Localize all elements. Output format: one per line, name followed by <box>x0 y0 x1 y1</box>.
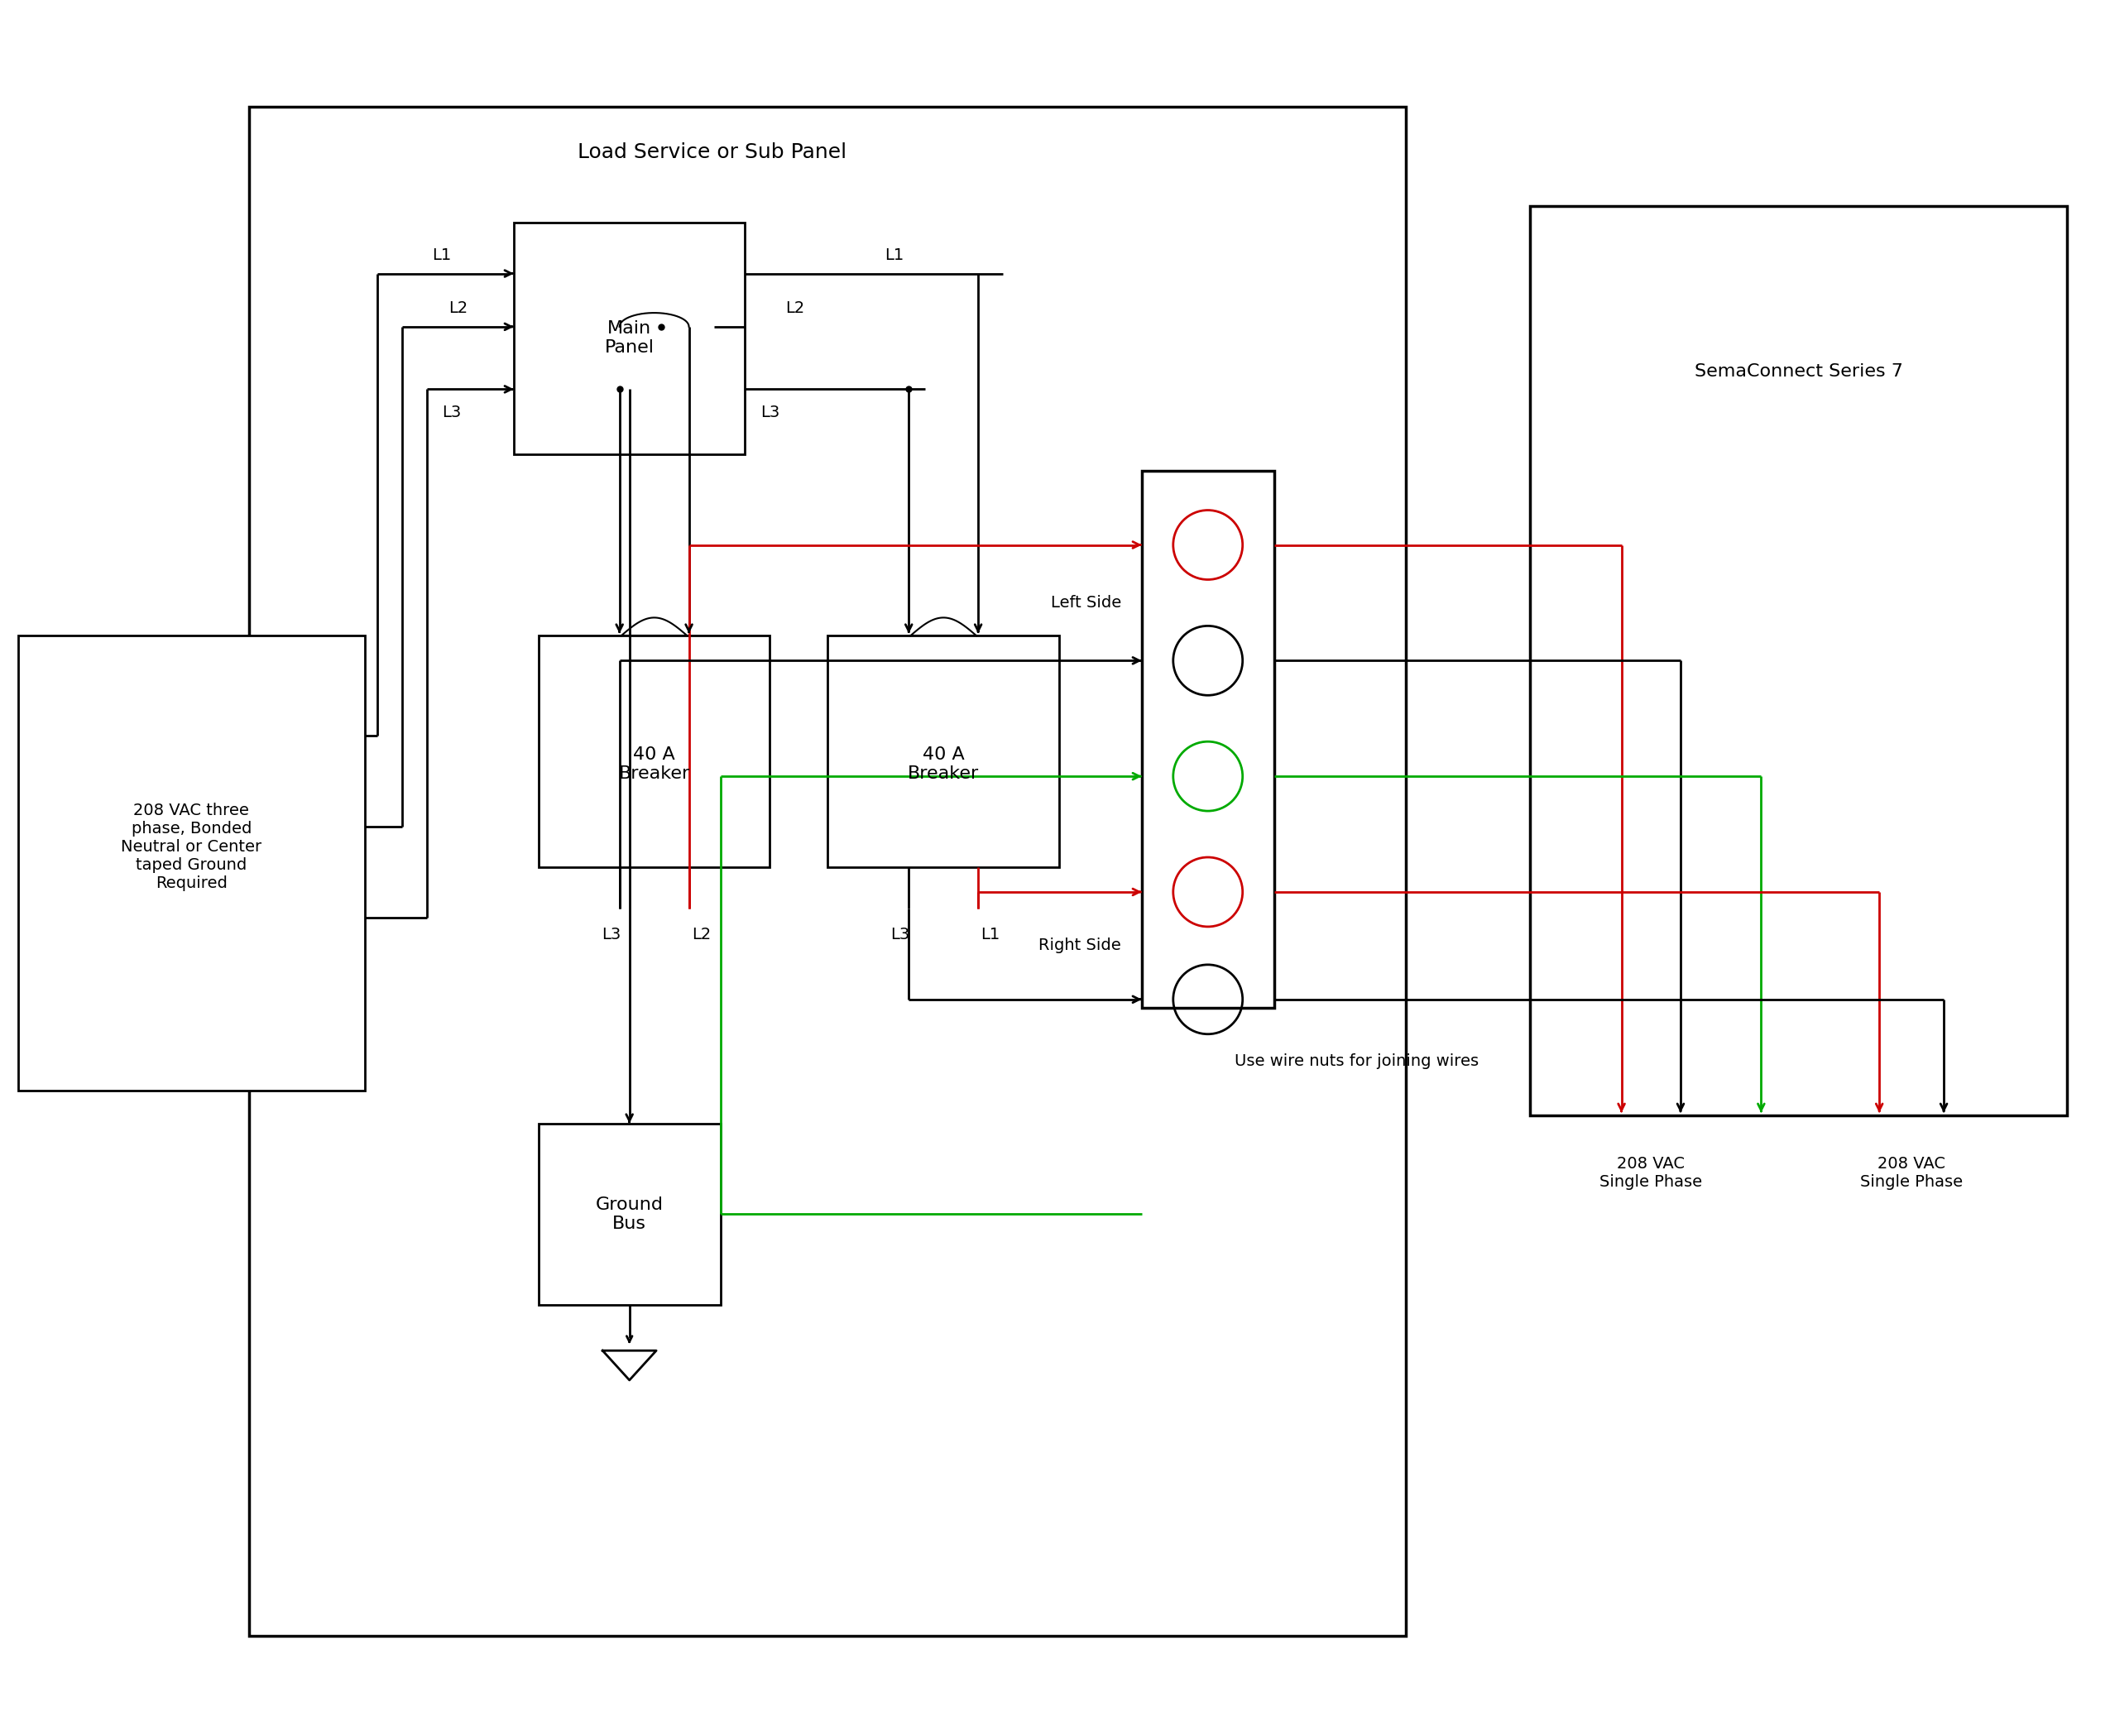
Bar <box>249 108 1405 1635</box>
Text: SemaConnect Series 7: SemaConnect Series 7 <box>1694 363 1903 380</box>
Text: L3: L3 <box>443 404 462 420</box>
Text: Use wire nuts for joining wires: Use wire nuts for joining wires <box>1234 1054 1479 1069</box>
Text: L2: L2 <box>785 300 804 316</box>
Text: L2: L2 <box>692 927 711 943</box>
Bar <box>538 1123 720 1305</box>
Text: Right Side: Right Side <box>1038 937 1120 953</box>
Text: Ground
Bus: Ground Bus <box>595 1196 663 1233</box>
Text: L2: L2 <box>447 300 468 316</box>
Text: 208 VAC
Single Phase: 208 VAC Single Phase <box>1861 1156 1962 1189</box>
Text: 208 VAC
Single Phase: 208 VAC Single Phase <box>1599 1156 1703 1189</box>
Bar <box>1142 470 1274 1007</box>
Bar <box>17 635 365 1090</box>
Text: L1: L1 <box>884 248 903 264</box>
Text: Main
Panel: Main Panel <box>606 321 654 356</box>
Bar <box>1530 207 2068 1115</box>
Bar <box>538 635 770 868</box>
Text: L3: L3 <box>890 927 909 943</box>
Text: L3: L3 <box>601 927 620 943</box>
Text: L1: L1 <box>981 927 1000 943</box>
Text: Load Service or Sub Panel: Load Service or Sub Panel <box>578 142 846 161</box>
Text: 208 VAC three
phase, Bonded
Neutral or Center
taped Ground
Required: 208 VAC three phase, Bonded Neutral or C… <box>120 802 262 891</box>
Text: 40 A
Breaker: 40 A Breaker <box>618 746 690 781</box>
Text: L3: L3 <box>760 404 779 420</box>
Text: Left Side: Left Side <box>1051 595 1120 611</box>
Text: L1: L1 <box>433 248 452 264</box>
Bar <box>513 222 745 455</box>
Bar <box>827 635 1059 868</box>
Text: 40 A
Breaker: 40 A Breaker <box>907 746 979 781</box>
